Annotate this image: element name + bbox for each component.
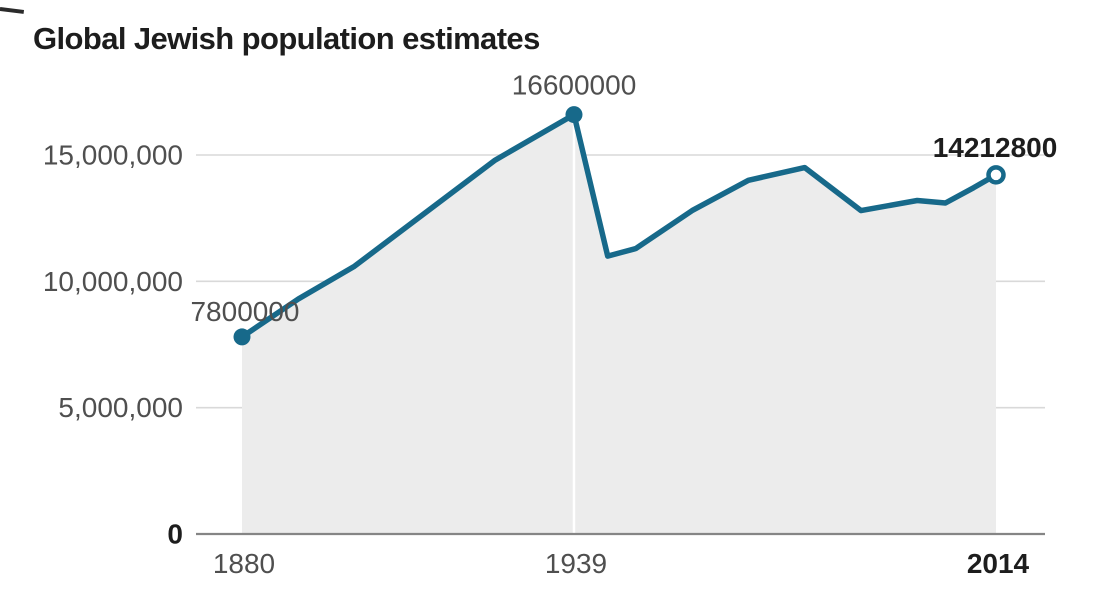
filled-point-marker-1880: [233, 328, 251, 346]
open-point-marker-2014: [986, 165, 1006, 185]
y-tick-15m: 15,000,000: [43, 140, 183, 171]
data-point-markers: [233, 106, 1006, 346]
area-fill: [242, 114, 996, 534]
y-tick-10m: 10,000,000: [43, 266, 183, 297]
x-tick-1880: 1880: [213, 548, 275, 579]
x-tick-1939: 1939: [545, 548, 607, 579]
filled-point-marker-1939: [565, 106, 583, 124]
chart-title: Global Jewish population estimates: [33, 21, 540, 56]
y-tick-5m: 5,000,000: [58, 392, 183, 423]
population-trend-line: [239, 111, 999, 340]
x-tick-2014: 2014: [967, 548, 1030, 579]
y-tick-0: 0: [167, 519, 183, 550]
value-annotations: 7800000 16600000 14212800: [190, 70, 1057, 327]
x-axis-labels: 1880 1939 2014: [213, 548, 1030, 579]
annotation-1880-value: 7800000: [190, 296, 299, 327]
y-axis-labels: 0 5,000,000 10,000,000 15,000,000: [43, 140, 183, 550]
annotation-1939-value: 16600000: [512, 70, 637, 101]
annotation-2014-value: 14212800: [933, 132, 1058, 163]
